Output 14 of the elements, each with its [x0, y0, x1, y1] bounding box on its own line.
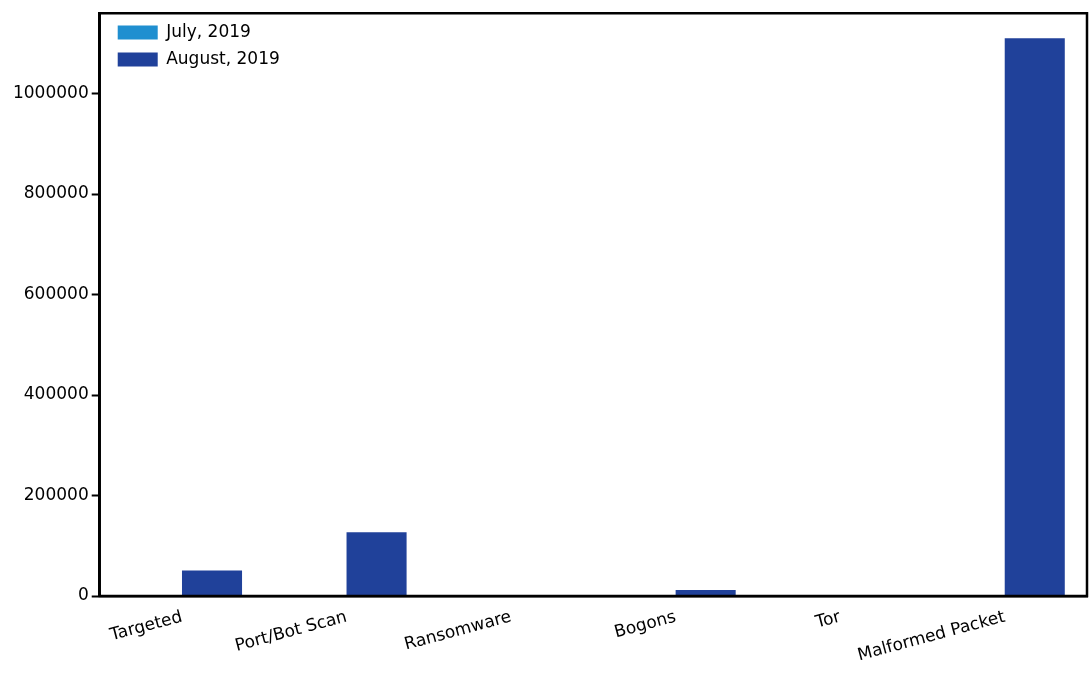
- x-tick-label: Bogons: [611, 605, 678, 642]
- bar: [346, 532, 407, 596]
- legend-label: August, 2019: [166, 47, 280, 68]
- y-tick-label: 0: [77, 584, 89, 605]
- bar: [1004, 38, 1065, 596]
- bar: [675, 590, 736, 596]
- bar: [181, 570, 243, 596]
- y-tick-label: 400000: [23, 383, 89, 404]
- legend-label: July, 2019: [165, 20, 251, 41]
- y-tick-label: 800000: [23, 182, 89, 203]
- y-tick-label: 200000: [23, 483, 89, 504]
- y-tick-label: 600000: [23, 282, 89, 303]
- y-tick-label: 1000000: [12, 82, 89, 103]
- x-tick-label: Tor: [812, 605, 843, 632]
